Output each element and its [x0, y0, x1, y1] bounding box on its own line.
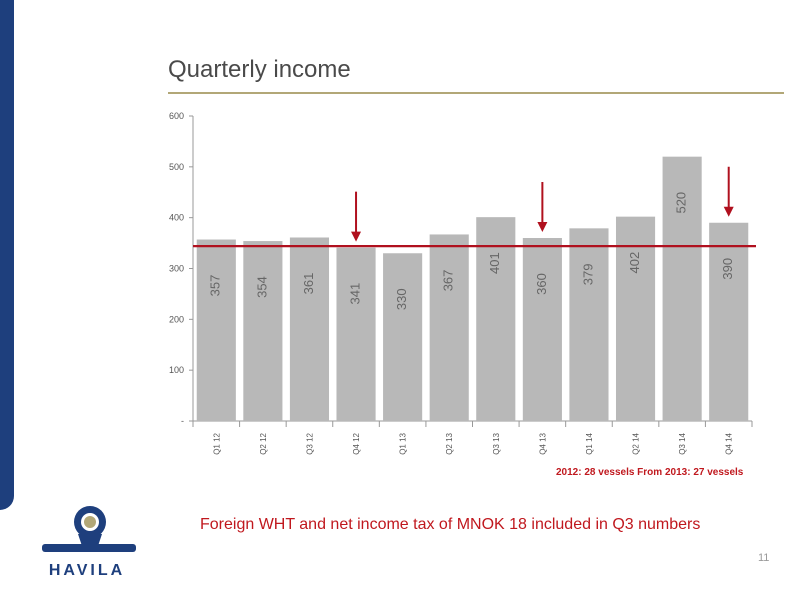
bar-value-label: 402: [627, 252, 642, 274]
bar-value-label: 357: [208, 275, 223, 297]
bar: [522, 238, 562, 421]
y-tick-label: 100: [169, 365, 184, 375]
tax-footnote: Foreign WHT and net income tax of MNOK 1…: [200, 516, 701, 533]
x-tick-label: Q3 12: [305, 432, 314, 454]
highlight-arrow-head: [351, 231, 362, 242]
side-band: [0, 0, 14, 510]
vessel-count-note: 2012: 28 vessels From 2013: 27 vessels: [556, 467, 744, 478]
title-divider: [168, 92, 784, 94]
bar: [429, 234, 469, 421]
x-tick-label: Q2 12: [259, 432, 268, 454]
x-tick-label: Q2 14: [632, 432, 641, 454]
x-tick-label: Q1 12: [212, 432, 221, 454]
bar-value-label: 390: [720, 258, 735, 280]
bar: [289, 237, 330, 421]
highlight-arrow-head: [537, 222, 548, 232]
x-tick-label: Q2 13: [445, 432, 454, 454]
bar: [243, 241, 283, 421]
highlight-arrow-head: [723, 206, 734, 217]
bar: [709, 222, 749, 421]
bar-value-label: 520: [674, 192, 689, 214]
slide-title: Quarterly income: [168, 56, 351, 83]
bar-value-label: 361: [301, 273, 316, 295]
y-tick-label: 200: [169, 314, 184, 324]
y-tick-label: 400: [169, 213, 184, 223]
bar: [476, 217, 516, 421]
x-tick-label: Q4 14: [725, 432, 734, 454]
bar-value-label: 401: [487, 252, 502, 274]
bar: [662, 156, 702, 421]
x-tick-label: Q1 14: [585, 432, 594, 454]
bar: [336, 247, 376, 421]
x-tick-label: Q4 12: [352, 432, 361, 454]
bar-value-label: 360: [534, 273, 549, 295]
y-tick-label: -: [181, 416, 184, 426]
x-tick-label: Q1 13: [399, 432, 408, 454]
havila-logo-text: HAVILA: [48, 562, 126, 579]
page-number: 11: [758, 552, 770, 564]
x-tick-label: Q3 14: [678, 432, 687, 454]
bar: [383, 253, 423, 421]
x-tick-label: Q4 13: [538, 432, 547, 454]
y-tick-label: 300: [169, 264, 184, 274]
bar-value-label: 341: [347, 283, 362, 305]
bar-value-label: 379: [580, 263, 595, 285]
bar: [196, 239, 236, 421]
bar-value-label: 367: [441, 270, 456, 292]
bar: [569, 228, 609, 421]
y-tick-label: 500: [169, 162, 184, 172]
havila-logo-icon: [42, 506, 136, 552]
bar-value-label: 354: [254, 276, 269, 298]
bar-value-label: 330: [394, 288, 409, 310]
y-tick-label: 600: [169, 111, 184, 121]
x-tick-label: Q3 13: [492, 432, 501, 454]
bar: [615, 216, 656, 421]
